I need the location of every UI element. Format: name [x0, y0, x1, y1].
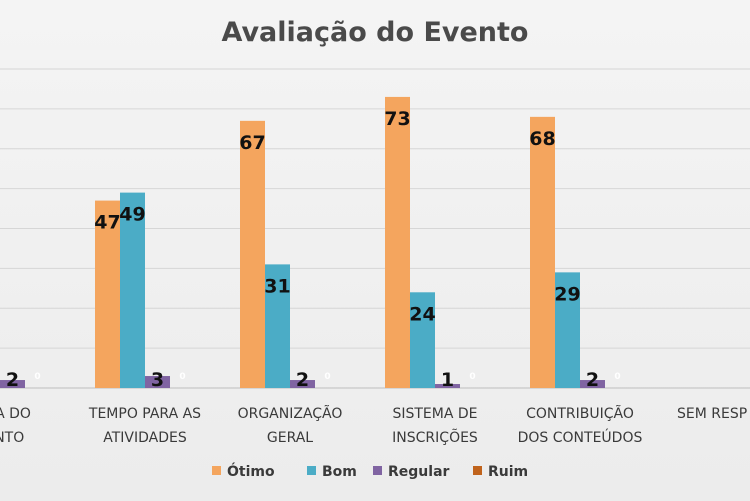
bar-bom [120, 192, 145, 388]
legend-label: Ótimo [227, 462, 275, 480]
bar-ótimo [240, 120, 265, 389]
legend-swatch [212, 466, 221, 475]
data-label: 24 [409, 303, 435, 325]
bar-regular [145, 376, 170, 388]
category-label: VENTO [0, 430, 24, 446]
bar-bom [410, 292, 435, 388]
category-labels: MICA DO VENTO TEMPO PARA AS ATIVIDADES ORGAN… [0, 405, 747, 446]
data-label: 31 [264, 275, 290, 297]
category-label: SISTEMA DE [392, 406, 477, 422]
data-label: 68 [529, 128, 555, 150]
bar-regular [435, 384, 460, 388]
legend: Ótimo Bom Regular Ruim [212, 462, 528, 480]
data-label: 47 [94, 212, 120, 234]
category-label: INSCRIÇÕES [392, 429, 478, 446]
category-label: MICA DO [0, 406, 31, 422]
category-label: DOS CONTEÚDOS [518, 428, 643, 446]
legend-swatch [473, 466, 482, 475]
category-label: GERAL [267, 430, 313, 446]
data-label: 29 [554, 283, 580, 305]
data-label: 0 [34, 372, 40, 382]
legend-label: Ruim [488, 464, 528, 480]
data-label: 2 [6, 369, 19, 391]
bars [0, 96, 605, 389]
legend-swatch [373, 466, 382, 475]
bar-bom [265, 264, 290, 388]
category-label: CONTRIBUIÇÃO [526, 405, 634, 422]
category-label: TEMPO PARA AS [88, 406, 201, 422]
category-label: SEM RESP [677, 406, 747, 422]
data-label: 0 [469, 372, 475, 382]
bar-regular [0, 380, 25, 388]
bar-ótimo [385, 96, 410, 388]
legend-label: Bom [322, 464, 357, 480]
bar-bom [555, 272, 580, 388]
data-label: 3 [151, 369, 164, 391]
data-label: 0 [324, 372, 330, 382]
chart-title: Avaliação do Evento [222, 17, 529, 48]
category-label: ATIVIDADES [103, 430, 187, 446]
data-label: 1 [441, 369, 454, 391]
data-label: 73 [384, 108, 410, 130]
bar-ótimo [530, 116, 555, 388]
legend-swatch [307, 466, 316, 475]
data-label: 67 [239, 132, 265, 154]
bar-regular [580, 380, 605, 388]
category-label: ORGANIZAÇÃO [238, 405, 343, 422]
data-label: 2 [586, 369, 599, 391]
legend-label: Regular [388, 464, 450, 480]
data-label: 0 [179, 372, 185, 382]
bar-regular [290, 380, 315, 388]
data-label: 49 [119, 204, 145, 226]
bar-ótimo [95, 200, 120, 388]
data-label: 0 [614, 372, 620, 382]
data-label: 2 [296, 369, 309, 391]
